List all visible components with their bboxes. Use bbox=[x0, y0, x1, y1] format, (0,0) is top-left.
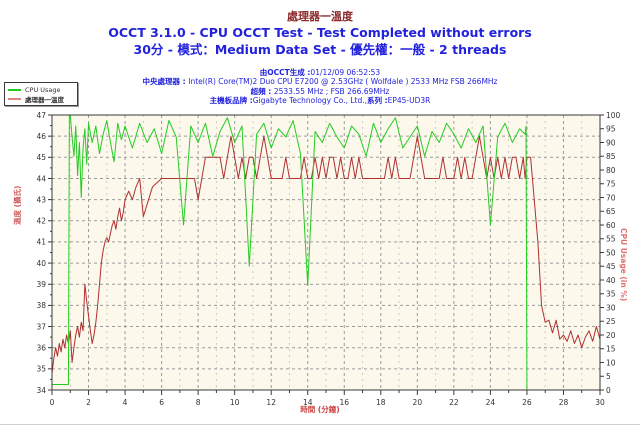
line-swatch-icon bbox=[8, 97, 21, 100]
series-line-cpu-usage bbox=[51, 114, 601, 391]
legend-item-cpu-usage: CPU Usage bbox=[8, 85, 74, 94]
page-title: 處理器一溫度 bbox=[287, 10, 353, 23]
cpu-value: Intel(R) Core(TM)2 Duo CPU E7200 @ 2.53G… bbox=[188, 77, 498, 87]
motherboard-series-label: 系列 : bbox=[367, 95, 388, 105]
y-axis-left-tick-label: 41 bbox=[36, 238, 46, 247]
y-axis-right-tick-label: 85 bbox=[606, 152, 616, 161]
motherboard-row: 主機板品牌 :Gigabyte Technology Co., Ltd.,系列 … bbox=[0, 96, 640, 105]
x-axis-tick-label: 16 bbox=[339, 398, 349, 407]
x-axis-title: 時間 (分鐘) bbox=[300, 405, 340, 414]
y-axis-right-tick-label: 60 bbox=[606, 221, 616, 230]
y-axis-right-tick-label: 95 bbox=[606, 125, 616, 134]
system-info-block: 由OCCT生成 :01/12/09 06:52:53 中央處理器 : Intel… bbox=[0, 68, 640, 105]
x-axis-tick-label: 24 bbox=[486, 398, 496, 407]
chart-titles: 處理器一溫度 OCCT 3.1.0 - CPU OCCT Test - Test… bbox=[0, 10, 640, 58]
y-axis-right-tick-label: 75 bbox=[606, 180, 616, 189]
x-axis-tick-label: 14 bbox=[303, 398, 313, 407]
generated-value: 01/12/09 06:52:53 bbox=[310, 68, 381, 77]
plot-background bbox=[52, 115, 600, 390]
x-axis-tick-label: 4 bbox=[123, 398, 128, 407]
y-axis-right-tick-label: 50 bbox=[606, 248, 616, 257]
overclock-label: 超頻 : bbox=[250, 86, 274, 96]
x-axis-tick-label: 6 bbox=[159, 398, 164, 407]
legend-item-cpu-temperature: 處理器一溫度 bbox=[8, 94, 74, 104]
x-axis-tick-label: 0 bbox=[50, 398, 55, 407]
overclock-row: 超頻 : 2533.55 MHz ; FSB 266.69MHz bbox=[0, 87, 640, 96]
x-axis-tick-label: 8 bbox=[196, 398, 201, 407]
line-swatch-icon bbox=[8, 88, 21, 91]
generated-timestamp-row: 由OCCT生成 :01/12/09 06:52:53 bbox=[0, 68, 640, 77]
chart-legend: CPU Usage 處理器一溫度 bbox=[4, 82, 78, 106]
generated-label: 由OCCT生成 : bbox=[259, 68, 311, 77]
x-axis-tick-label: 26 bbox=[522, 398, 532, 407]
footer-divider bbox=[0, 424, 640, 425]
y-axis-right-tick-label: 90 bbox=[606, 138, 616, 147]
y-axis-right-tick-label: 5 bbox=[606, 372, 611, 381]
y-axis-right-title: CPU Usage (in %) bbox=[619, 228, 628, 302]
y-axis-left-tick-label: 34 bbox=[36, 386, 46, 395]
y-axis-right-tick-label: 10 bbox=[606, 358, 616, 367]
x-axis-tick-label: 22 bbox=[449, 398, 459, 407]
y-axis-left-tick-label: 35 bbox=[36, 365, 46, 374]
y-axis-left-tick-label: 39 bbox=[36, 280, 46, 289]
motherboard-label: 主機板品牌 : bbox=[209, 95, 253, 105]
y-axis-right-tick-label: 25 bbox=[606, 317, 616, 326]
legend-item-label: 處理器一溫度 bbox=[25, 95, 64, 104]
y-axis-left-tick-label: 38 bbox=[36, 301, 46, 310]
series-line-cpu-temperature bbox=[51, 135, 601, 374]
y-axis-right-tick-label: 20 bbox=[606, 331, 616, 340]
motherboard-value: Gigabyte Technology Co., Ltd., bbox=[252, 95, 367, 105]
y-axis-right-tick-label: 55 bbox=[606, 235, 616, 244]
y-axis-left-tick-label: 43 bbox=[36, 195, 46, 204]
x-axis-tick-label: 20 bbox=[413, 398, 423, 407]
x-axis-tick-label: 12 bbox=[266, 398, 276, 407]
y-axis-right-tick-label: 65 bbox=[606, 207, 616, 216]
y-axis-right-tick-label: 0 bbox=[606, 386, 611, 395]
x-axis-tick-label: 10 bbox=[230, 398, 240, 407]
x-axis-tick-label: 28 bbox=[559, 398, 569, 407]
y-axis-left-tick-label: 36 bbox=[36, 343, 46, 352]
y-axis-left-tick-label: 40 bbox=[36, 259, 46, 268]
chart-subtitle-line1: OCCT 3.1.0 - CPU OCCT Test - Test Comple… bbox=[108, 25, 532, 40]
y-axis-left-tick-label: 45 bbox=[36, 153, 46, 162]
chart-subtitle-line2: 30分 - 模式：Medium Data Set - 優先權：一般 - 2 th… bbox=[133, 42, 507, 57]
motherboard-series-value: EP45-UD3R bbox=[387, 95, 431, 105]
cpu-label: 中央處理器 : bbox=[142, 77, 189, 87]
cpu-info-row: 中央處理器 : Intel(R) Core(TM)2 Duo CPU E7200… bbox=[0, 77, 640, 86]
y-axis-left-tick-label: 44 bbox=[36, 174, 46, 183]
y-axis-left-title: 溫度 (攝氏) bbox=[13, 185, 22, 225]
y-axis-left-tick-label: 42 bbox=[36, 217, 46, 226]
x-axis-tick-label: 2 bbox=[86, 398, 91, 407]
y-axis-right-tick-label: 80 bbox=[606, 166, 616, 175]
y-axis-left-tick-label: 46 bbox=[36, 132, 46, 141]
y-axis-right-tick-label: 35 bbox=[606, 290, 616, 299]
x-axis-tick-label: 30 bbox=[595, 398, 605, 407]
overclock-value: 2533.55 MHz ; FSB 266.69MHz bbox=[273, 86, 390, 96]
y-axis-left-tick-label: 47 bbox=[36, 111, 46, 120]
y-axis-right-tick-label: 30 bbox=[606, 303, 616, 312]
x-axis-tick-label: 18 bbox=[376, 398, 386, 407]
y-axis-right-tick-label: 40 bbox=[606, 276, 616, 285]
y-axis-left-tick-label: 37 bbox=[36, 322, 46, 331]
y-axis-right-tick-label: 70 bbox=[606, 193, 616, 202]
legend-item-label: CPU Usage bbox=[25, 85, 61, 94]
y-axis-right-tick-label: 15 bbox=[606, 345, 616, 354]
y-axis-right-tick-label: 100 bbox=[606, 111, 621, 120]
y-axis-right-tick-label: 45 bbox=[606, 262, 616, 271]
